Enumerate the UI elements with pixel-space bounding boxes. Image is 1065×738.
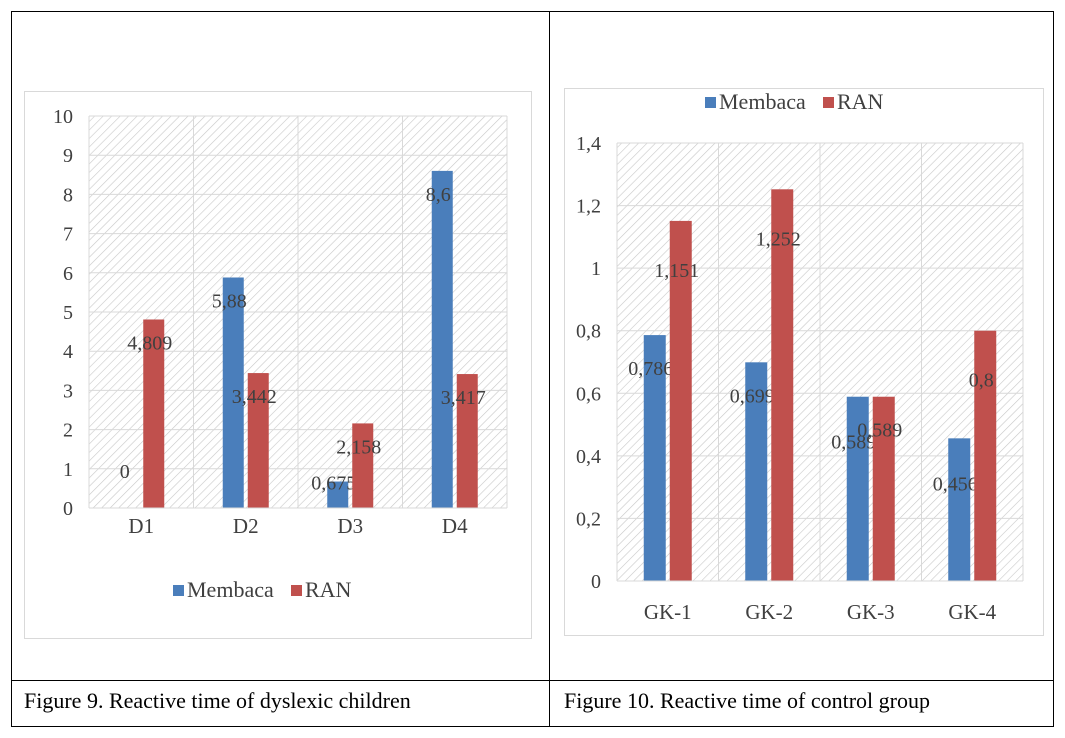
y-tick-label: 0 bbox=[591, 571, 601, 593]
data-label-ran: 2,158 bbox=[336, 436, 381, 458]
chart-control: 0 0,2 0,4 0,6 0,8 1 1,2 1,4 0,786 1,151 GK-1 0,699 1… bbox=[564, 88, 1044, 636]
y-tick-label: 9 bbox=[63, 145, 73, 167]
bar-membaca bbox=[948, 438, 971, 581]
y-tick-label: 0,8 bbox=[576, 321, 601, 343]
y-tick-label: 1 bbox=[591, 258, 601, 280]
bar-membaca bbox=[643, 335, 666, 581]
bar-ran bbox=[143, 319, 165, 508]
column-divider bbox=[549, 11, 550, 727]
legend-swatch-membaca bbox=[705, 97, 716, 108]
data-label-membaca: 0,786 bbox=[628, 358, 673, 380]
y-tick-label: 0,4 bbox=[576, 446, 601, 468]
chart-dyslexic-svg: 0 1 2 3 4 5 6 7 8 9 10 0 4,809 D1 5,88 3,442 D2 0,675 2,15… bbox=[53, 106, 508, 602]
y-tick-label: 1,4 bbox=[576, 133, 601, 155]
bar-membaca bbox=[222, 277, 244, 508]
y-tick-label: 0 bbox=[63, 498, 73, 520]
data-label-ran: 0,8 bbox=[969, 370, 994, 392]
y-tick-label: 10 bbox=[53, 106, 73, 128]
x-category-label: D2 bbox=[233, 514, 259, 538]
y-tick-label: 5 bbox=[63, 302, 73, 324]
x-category-label: GK-4 bbox=[948, 600, 996, 624]
bar-ran bbox=[352, 423, 374, 508]
data-label-membaca: 5,88 bbox=[212, 291, 247, 313]
bar-ran bbox=[974, 330, 997, 581]
data-label-ran: 3,442 bbox=[232, 386, 277, 408]
data-label-ran: 1,252 bbox=[756, 228, 801, 250]
legend-swatch-ran bbox=[291, 585, 302, 596]
data-label-membaca: 0,589 bbox=[831, 432, 876, 454]
data-label-membaca: 0,699 bbox=[730, 385, 775, 407]
legend-swatch-membaca bbox=[173, 585, 184, 596]
y-tick-label: 7 bbox=[63, 224, 73, 246]
data-label-ran: 4,809 bbox=[127, 332, 172, 354]
legend-label-ran: RAN bbox=[837, 89, 884, 114]
chart-dyslexic: 0 1 2 3 4 5 6 7 8 9 10 0 4,809 D1 5,88 3,442 D2 0,675 2,15… bbox=[24, 91, 532, 639]
chart-control-svg: 0 0,2 0,4 0,6 0,8 1 1,2 1,4 0,786 1,151 GK-1 0,699 1… bbox=[576, 89, 1024, 624]
figure-10-caption: Figure 10. Reactive time of control grou… bbox=[564, 688, 930, 713]
x-category-label: D4 bbox=[442, 514, 468, 538]
data-label-membaca: 8,6 bbox=[426, 184, 451, 206]
y-tick-label: 3 bbox=[63, 380, 73, 402]
y-tick-label: 8 bbox=[63, 184, 73, 206]
bar-ran bbox=[872, 396, 895, 581]
bar-membaca bbox=[431, 170, 453, 508]
data-label-membaca: 0 bbox=[120, 461, 130, 483]
bar-membaca bbox=[846, 396, 869, 581]
y-tick-label: 0,6 bbox=[576, 383, 601, 405]
bar-membaca bbox=[327, 481, 349, 508]
data-label-ran: 3,417 bbox=[441, 387, 486, 409]
y-tick-label: 2 bbox=[63, 420, 73, 442]
legend-label-membaca: Membaca bbox=[719, 89, 806, 114]
x-category-label: D3 bbox=[337, 514, 363, 538]
x-category-label: GK-3 bbox=[847, 600, 895, 624]
y-tick-label: 0,2 bbox=[576, 508, 601, 530]
y-tick-label: 4 bbox=[63, 341, 73, 363]
data-label-membaca: 0,456 bbox=[933, 473, 978, 495]
x-category-label: GK-2 bbox=[745, 600, 793, 624]
y-tick-label: 1,2 bbox=[576, 196, 601, 218]
bar-ran bbox=[669, 220, 692, 581]
bar-membaca bbox=[745, 362, 768, 581]
legend-label-membaca: Membaca bbox=[187, 577, 274, 602]
legend-swatch-ran bbox=[823, 97, 834, 108]
figure-9-caption: Figure 9. Reactive time of dyslexic chil… bbox=[24, 688, 411, 713]
table-frame bbox=[11, 11, 1054, 727]
bar-ran bbox=[771, 189, 794, 581]
row-divider bbox=[11, 680, 1054, 681]
legend-label-ran: RAN bbox=[305, 577, 352, 602]
data-label-ran: 1,151 bbox=[654, 260, 699, 282]
data-label-ran: 0,589 bbox=[857, 420, 902, 442]
data-label-membaca: 0,675 bbox=[311, 473, 356, 495]
y-tick-label: 1 bbox=[63, 459, 73, 481]
bar-ran bbox=[456, 374, 478, 508]
y-tick-label: 6 bbox=[63, 263, 73, 285]
x-category-label: D1 bbox=[128, 514, 154, 538]
x-category-label: GK-1 bbox=[644, 600, 692, 624]
bar-ran bbox=[247, 373, 269, 508]
